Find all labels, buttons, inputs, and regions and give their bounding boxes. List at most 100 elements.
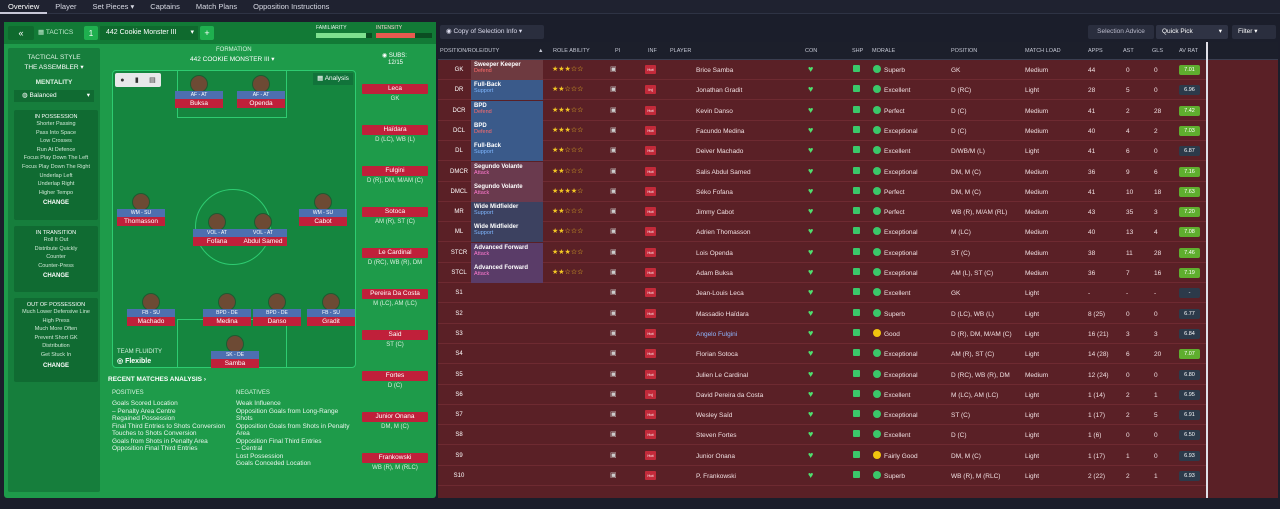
- player-name[interactable]: Jimmy Cabot: [696, 209, 734, 217]
- player-name[interactable]: Wesley Saïd: [696, 412, 733, 420]
- tactic-slot[interactable]: 1: [84, 26, 98, 40]
- table-row[interactable]: STCR Advanced Forward Attack ★★★☆☆ ▣ Hot Lois …: [438, 242, 1206, 263]
- role-cell[interactable]: Full-Back Support: [471, 141, 543, 162]
- sub-player[interactable]: Pereira Da Costa M (LC), AM (LC): [362, 289, 428, 307]
- nav-item[interactable]: Opposition Instructions: [253, 1, 330, 11]
- player-name[interactable]: Facundo Medina: [696, 127, 745, 135]
- nav-item[interactable]: Set Pieces ▾: [92, 1, 135, 11]
- role-cell[interactable]: Full-Back Support: [471, 80, 543, 101]
- table-row[interactable]: DL Full-Back Support ★★☆☆☆ ▣ Hot Deiver Machad…: [438, 141, 1206, 162]
- pi-icon[interactable]: ▣: [610, 309, 617, 317]
- sub-player[interactable]: Said ST (C): [362, 330, 428, 348]
- player-name[interactable]: Julien Le Cardinal: [696, 371, 749, 379]
- player-name[interactable]: P. Frankowski: [696, 473, 736, 480]
- tactical-style-dropdown[interactable]: THE ASSEMBLER ▾: [24, 64, 84, 71]
- tactics-tab[interactable]: ▦ TACTICS: [38, 26, 78, 40]
- pitch-player[interactable]: BPD - DE Danso: [253, 309, 301, 333]
- role-cell[interactable]: Advanced Forward Attack: [471, 263, 543, 283]
- change-button[interactable]: CHANGE: [42, 362, 69, 369]
- sub-player[interactable]: Junior Onana DM, M (C): [362, 412, 428, 430]
- table-row[interactable]: S10 ▣ Hot P. Frankowski ♥ Superb WB (R), M (RL…: [438, 466, 1206, 486]
- table-row[interactable]: S4 ▣ Hot Florian Sotoca ♥ Exceptional AM (R), …: [438, 344, 1206, 365]
- view-selector[interactable]: ◉ Copy of Selection Info ▾: [440, 25, 544, 39]
- table-icon[interactable]: ▤: [149, 77, 156, 84]
- table-row[interactable]: GK Sweeper Keeper Defend ★★★☆☆ ▣ Hot Brice Sam…: [438, 60, 1206, 80]
- pi-icon[interactable]: ▣: [610, 147, 617, 155]
- nav-item[interactable]: Player: [55, 1, 77, 11]
- player-name[interactable]: Massadio Haïdara: [696, 310, 749, 318]
- player-name[interactable]: David Pereira da Costa: [696, 391, 764, 399]
- role-cell[interactable]: Advanced Forward Attack: [471, 242, 543, 263]
- col-ast[interactable]: AST: [1123, 48, 1134, 54]
- role-cell[interactable]: BPD Defend: [471, 120, 543, 141]
- pi-icon[interactable]: ▣: [610, 370, 617, 378]
- pitch-player[interactable]: VOL - AT Abdul Samed: [239, 229, 287, 253]
- player-name[interactable]: Angelo Fulgini: [696, 330, 738, 338]
- col-role-ability[interactable]: ROLE ABILITY: [553, 48, 590, 54]
- pi-icon[interactable]: ▣: [610, 208, 617, 216]
- table-row[interactable]: S3 ▣ Hot Angelo Fulgini ♥ Good D (R), DM, M/AM…: [438, 324, 1206, 344]
- tactic-name-dropdown[interactable]: 442 Cookie Monster III ▾: [100, 26, 198, 40]
- table-row[interactable]: MR Wide Midfielder Support ★★☆☆☆ ▣ Hot Jimmy C…: [438, 202, 1206, 223]
- nav-item[interactable]: Overview: [0, 0, 48, 14]
- pi-icon[interactable]: ▣: [610, 106, 617, 114]
- analysis-button[interactable]: ▦ Analysis: [313, 73, 353, 85]
- pitch-player[interactable]: AF - AT Openda: [237, 91, 285, 115]
- col-morale[interactable]: MORALE: [872, 48, 896, 54]
- quick-pick-button[interactable]: Quick Pick ▾: [1156, 25, 1228, 39]
- col-inf[interactable]: INF: [648, 48, 657, 54]
- table-row[interactable]: S9 ▣ Hot Junior Onana ♥ Fairly Good DM, M (C) L…: [438, 446, 1206, 466]
- sub-player[interactable]: Leca GK: [362, 84, 428, 102]
- pi-icon[interactable]: ▣: [610, 451, 617, 459]
- player-name[interactable]: Séko Fofana: [696, 188, 733, 196]
- pi-icon[interactable]: ▣: [610, 329, 617, 337]
- sub-player[interactable]: Fulgini D (R), DM, M/AM (C): [362, 166, 428, 184]
- change-button[interactable]: CHANGE: [42, 200, 69, 207]
- mentality-dropdown[interactable]: ◍ Balanced ▾: [14, 90, 94, 102]
- pi-icon[interactable]: ▣: [610, 390, 617, 398]
- table-row[interactable]: DR Full-Back Support ★★☆☆☆ ▣ Inj Jonathan Grad…: [438, 80, 1206, 101]
- pi-icon[interactable]: ▣: [610, 167, 617, 175]
- col-apps[interactable]: APPS: [1088, 48, 1103, 54]
- player-name[interactable]: Steven Fortes: [696, 432, 737, 440]
- pitch-player[interactable]: WM - SU Thomasson: [117, 209, 165, 233]
- role-cell[interactable]: Wide Midfielder Support: [471, 222, 543, 243]
- table-row[interactable]: STCL Advanced Forward Attack ★★☆☆☆ ▣ Hot Adam …: [438, 263, 1206, 283]
- pi-icon[interactable]: ▣: [610, 289, 617, 297]
- filter-button[interactable]: Filter ▾: [1232, 25, 1276, 39]
- table-row[interactable]: S8 ▣ Hot Steven Fortes ♥ Excellent D (C) Light 1…: [438, 425, 1206, 446]
- pitch-player[interactable]: SK - DE Samba: [211, 351, 259, 375]
- col-pi[interactable]: PI: [615, 48, 621, 54]
- pitch-player[interactable]: FB - SU Machado: [127, 309, 175, 333]
- player-name[interactable]: Adrien Thomasson: [696, 229, 751, 237]
- sub-player[interactable]: Haïdara D (LC), WB (L): [362, 125, 428, 143]
- bar-chart-icon[interactable]: ▮: [134, 77, 139, 84]
- col-player[interactable]: PLAYER: [670, 48, 692, 54]
- col-av-rat[interactable]: AV RAT: [1179, 48, 1199, 54]
- table-row[interactable]: S6 ▣ Inj David Pereira da Costa ♥ Excellent M …: [438, 385, 1206, 405]
- pi-icon[interactable]: ▣: [610, 411, 617, 419]
- col-gls[interactable]: GLS: [1152, 48, 1164, 54]
- table-row[interactable]: S2 ▣ Hot Massadio Haïdara ♥ Superb D (LC), WB …: [438, 304, 1206, 324]
- pi-icon[interactable]: ▣: [610, 228, 617, 236]
- player-name[interactable]: Kevin Danso: [696, 107, 733, 115]
- player-name[interactable]: Jonathan Gradit: [696, 87, 743, 95]
- table-row[interactable]: DCR BPD Defend ★★★☆☆ ▣ Hot Kevin Danso ♥ Perfect…: [438, 100, 1206, 121]
- formation-dropdown[interactable]: 442 COOKIE MONSTER III ▾: [190, 55, 275, 63]
- pitch-player[interactable]: FB - SU Gradit: [307, 309, 355, 333]
- role-cell[interactable]: Segundo Volante Attack: [471, 181, 543, 202]
- pi-icon[interactable]: ▣: [610, 269, 617, 276]
- pitch-player[interactable]: BPD - DE Medina: [203, 309, 251, 333]
- pi-icon[interactable]: ▣: [610, 472, 617, 479]
- table-row[interactable]: S1 ▣ Hot Jean-Louis Leca ♥ Excellent GK Light - -…: [438, 283, 1206, 304]
- table-row[interactable]: DCL BPD Defend ★★★☆☆ ▣ Hot Facundo Medina ♥ Exce…: [438, 120, 1206, 141]
- pitch-player[interactable]: VOL - AT Fofana: [193, 229, 241, 253]
- person-icon[interactable]: ●: [120, 76, 125, 84]
- add-tactic-button[interactable]: +: [200, 26, 214, 40]
- pi-icon[interactable]: ▣: [610, 86, 617, 94]
- col-match-load[interactable]: MATCH LOAD: [1025, 48, 1061, 54]
- player-name[interactable]: Junior Onana: [696, 452, 736, 460]
- pitch-player[interactable]: AF - AT Buksa: [175, 91, 223, 115]
- role-cell[interactable]: Sweeper Keeper Defend: [471, 60, 543, 80]
- col-con[interactable]: CON: [805, 48, 818, 54]
